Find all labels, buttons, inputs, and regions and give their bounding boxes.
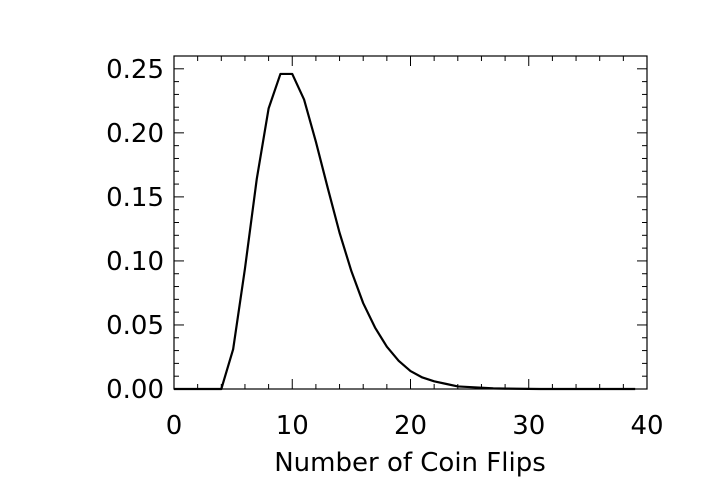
y-tick-label: 0.25 bbox=[106, 55, 164, 85]
x-axis-label: Number of Coin Flips bbox=[274, 448, 546, 478]
y-tick-label: 0.10 bbox=[106, 247, 164, 277]
plot-frame bbox=[173, 55, 648, 390]
x-tick-label: 0 bbox=[166, 411, 183, 441]
y-tick-label: 0.05 bbox=[106, 311, 164, 341]
y-tick-label: 0.00 bbox=[106, 375, 164, 405]
major-ticks bbox=[173, 56, 648, 390]
y-tick-label: 0.15 bbox=[106, 183, 164, 213]
y-tick-labels: 0.00 0.05 0.10 0.15 0.20 0.25 bbox=[106, 55, 164, 405]
series-line bbox=[174, 72, 636, 391]
x-tick-label: 40 bbox=[630, 411, 663, 441]
x-tick-labels: 0 10 20 30 40 bbox=[166, 411, 664, 441]
minor-ticks bbox=[174, 55, 647, 389]
x-tick-label: 20 bbox=[394, 411, 427, 441]
x-tick-label: 10 bbox=[276, 411, 309, 441]
y-tick-label: 0.20 bbox=[106, 119, 164, 149]
x-tick-label: 30 bbox=[512, 411, 545, 441]
